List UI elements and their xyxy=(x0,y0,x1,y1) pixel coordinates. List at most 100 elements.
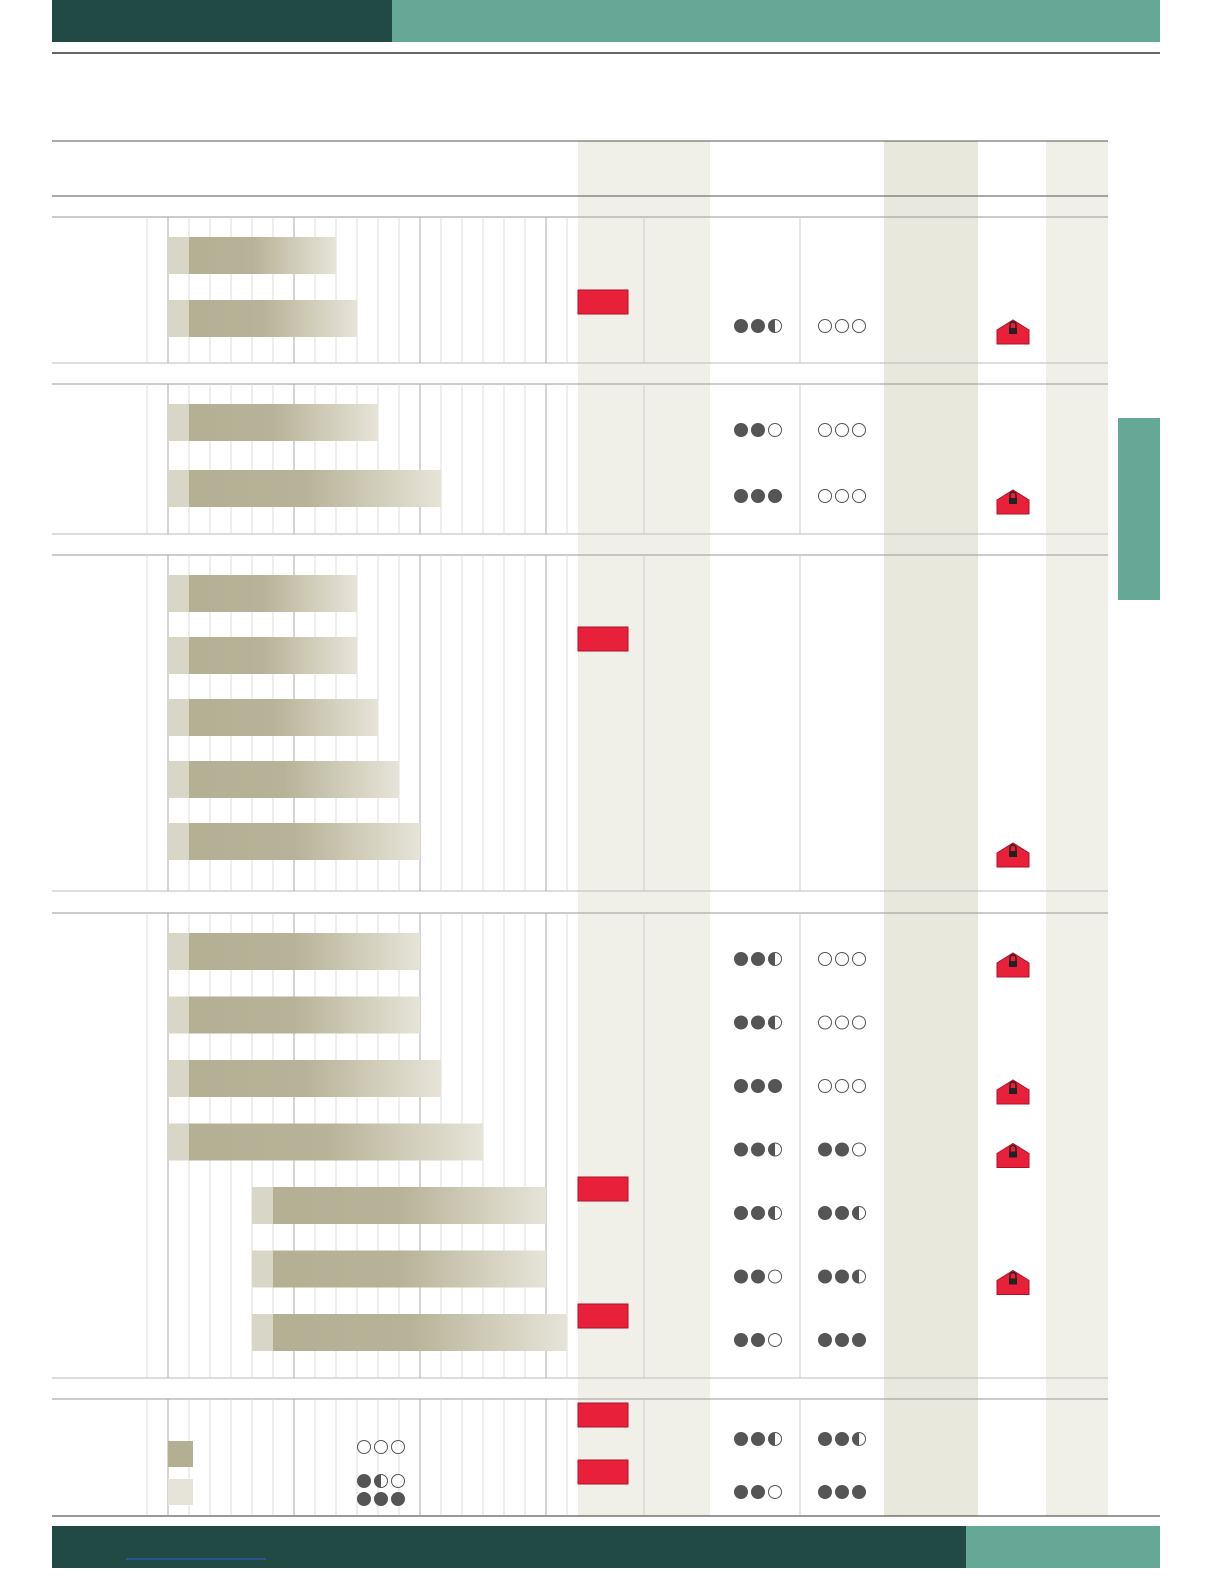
range-bar-start xyxy=(168,470,189,507)
half-dot xyxy=(768,319,775,333)
dot xyxy=(818,1333,832,1347)
range-bar xyxy=(168,575,357,612)
legend-swatch xyxy=(168,1479,193,1505)
dot xyxy=(818,1079,832,1093)
header-light xyxy=(392,0,1160,42)
dot xyxy=(835,423,849,437)
rating xyxy=(734,952,782,966)
lock-shackle xyxy=(1009,321,1017,328)
lock-shackle xyxy=(1009,844,1017,851)
lock-body xyxy=(1009,328,1017,334)
dot xyxy=(818,423,832,437)
dot xyxy=(818,1142,832,1157)
lock-shackle xyxy=(1009,1144,1017,1152)
lock-shackle xyxy=(1009,1271,1017,1279)
dot xyxy=(768,1269,782,1284)
lock-shackle xyxy=(1009,1081,1017,1088)
dot xyxy=(835,1333,849,1347)
rating xyxy=(818,1269,866,1284)
dot xyxy=(751,952,765,966)
dot xyxy=(852,1333,866,1347)
lock-body xyxy=(1009,498,1017,504)
rating xyxy=(734,1485,782,1499)
dot xyxy=(818,1206,832,1220)
dot xyxy=(734,1079,748,1093)
dot xyxy=(734,423,748,437)
range-bar xyxy=(252,1250,546,1288)
lock-shackle xyxy=(1009,954,1017,961)
lock-icon xyxy=(996,842,1030,868)
dot xyxy=(374,1492,388,1506)
dot xyxy=(768,489,782,503)
range-bar-start xyxy=(168,933,189,970)
rating xyxy=(734,1015,782,1030)
range-bar-start xyxy=(168,404,189,441)
half-dot xyxy=(768,1143,775,1156)
flag xyxy=(577,289,629,315)
half-dot xyxy=(374,1474,381,1488)
rating xyxy=(734,1333,782,1347)
dot xyxy=(835,1432,849,1446)
flag xyxy=(577,1303,629,1329)
dot xyxy=(751,1333,765,1347)
range-bar-start xyxy=(168,1060,189,1097)
range-bar-start xyxy=(168,699,189,736)
shaded-col xyxy=(1046,141,1108,1516)
dot xyxy=(391,1440,405,1454)
lock-shackle xyxy=(1009,491,1017,498)
rating xyxy=(734,319,782,333)
side-tab xyxy=(1118,418,1160,600)
lock-icon xyxy=(996,489,1030,515)
range-bar xyxy=(168,300,357,337)
range-bar-start xyxy=(168,761,189,798)
rating xyxy=(818,952,866,966)
dot xyxy=(751,423,765,437)
lock-body xyxy=(1009,851,1017,857)
lock-icon xyxy=(996,1079,1030,1105)
rating xyxy=(734,1432,782,1446)
rating xyxy=(734,1269,782,1284)
half-dot xyxy=(852,1270,859,1283)
rating xyxy=(818,1333,866,1347)
dot xyxy=(852,423,866,437)
range-bar-start xyxy=(168,823,189,860)
rating xyxy=(818,1485,866,1499)
dot xyxy=(734,952,748,966)
footer-dark xyxy=(52,1526,966,1568)
range-bar-start xyxy=(168,1123,189,1161)
range-bar xyxy=(168,761,399,798)
flag xyxy=(577,1459,629,1485)
rating xyxy=(357,1474,405,1488)
dot xyxy=(818,489,832,503)
dot xyxy=(734,489,748,503)
dot xyxy=(391,1492,405,1506)
half-dot xyxy=(768,1432,775,1446)
dot xyxy=(852,319,866,333)
range-bar xyxy=(168,470,441,507)
dot xyxy=(768,1079,782,1093)
dot xyxy=(751,1432,765,1446)
dot xyxy=(818,1269,832,1284)
dot xyxy=(835,1269,849,1284)
range-bar xyxy=(168,933,420,970)
range-bar-start xyxy=(252,1187,273,1224)
dot xyxy=(818,952,832,966)
dot xyxy=(818,1432,832,1446)
range-bar-start xyxy=(252,1314,273,1351)
dot xyxy=(734,1432,748,1446)
rating xyxy=(734,1142,782,1157)
dot xyxy=(852,1485,866,1499)
dot xyxy=(734,319,748,333)
dot xyxy=(751,489,765,503)
rating xyxy=(357,1492,405,1506)
rating xyxy=(818,489,866,503)
range-bar-start xyxy=(252,1250,273,1288)
dot xyxy=(734,1485,748,1499)
dot xyxy=(374,1440,388,1454)
dot xyxy=(835,319,849,333)
range-bar-start xyxy=(168,996,189,1034)
dot xyxy=(852,1142,866,1157)
range-bar-start xyxy=(168,575,189,612)
dot xyxy=(734,1015,748,1030)
dot xyxy=(734,1142,748,1157)
